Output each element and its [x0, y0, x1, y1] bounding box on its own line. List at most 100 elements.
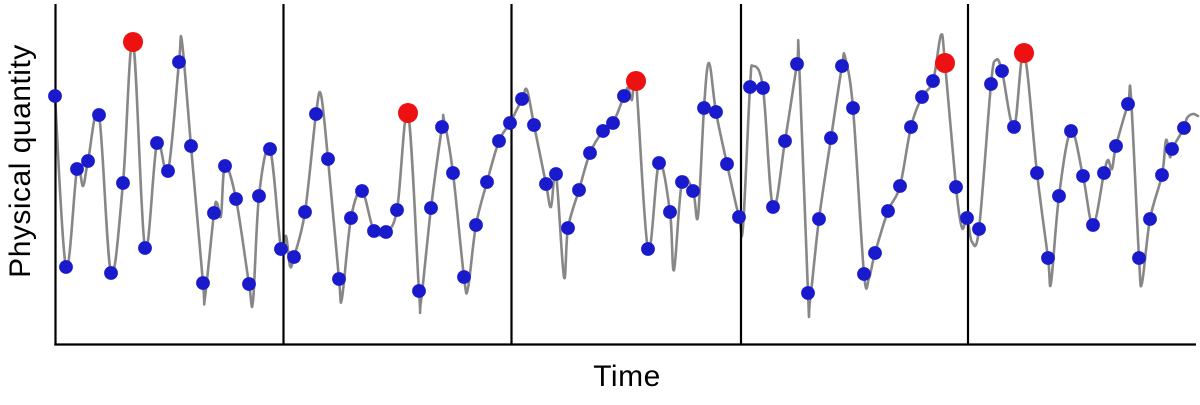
sample-dot: [641, 242, 655, 256]
sample-dot: [48, 89, 62, 103]
sample-dot: [355, 184, 369, 198]
sample-dot: [503, 116, 517, 130]
sample-dot: [1143, 212, 1157, 226]
sample-dot: [469, 218, 483, 232]
sample-dot: [756, 81, 770, 95]
sample-dot: [549, 167, 563, 181]
sample-dot: [1086, 218, 1100, 232]
block-max-dot: [935, 53, 955, 73]
sample-dot: [926, 74, 940, 88]
sample-dot: [790, 57, 804, 71]
sample-dot: [995, 64, 1009, 78]
sample-dot: [617, 89, 631, 103]
sample-dot: [321, 152, 335, 166]
sample-dot: [709, 105, 723, 119]
sample-dot: [515, 92, 529, 106]
sample-dot: [344, 211, 358, 225]
sample-dot: [274, 242, 288, 256]
sample-dot: [218, 159, 232, 173]
sample-dot: [116, 176, 130, 190]
sample-dot: [766, 200, 780, 214]
sample-dot: [81, 154, 95, 168]
sample-dot: [184, 139, 198, 153]
sample-dot: [881, 204, 895, 218]
sample-dot: [949, 180, 963, 194]
sample-dot: [561, 221, 575, 235]
sample-dot: [720, 157, 734, 171]
block-max-dot: [626, 71, 646, 91]
sample-dot: [480, 175, 494, 189]
sample-dot: [846, 101, 860, 115]
block-max-dot: [1014, 43, 1034, 63]
sample-dot: [915, 90, 929, 104]
sample-dot: [1097, 166, 1111, 180]
sample-dot: [59, 260, 73, 274]
sample-dot: [379, 225, 393, 239]
sample-dot: [242, 277, 256, 291]
sample-dot: [801, 286, 815, 300]
sample-dot: [492, 134, 506, 148]
sample-dot: [596, 124, 610, 138]
sample-dot: [1030, 166, 1044, 180]
sample-dot: [1155, 168, 1169, 182]
sample-dot: [652, 156, 666, 170]
sample-dot: [743, 80, 757, 94]
sample-dot: [527, 118, 541, 132]
sample-dot: [298, 205, 312, 219]
sample-dot: [457, 270, 471, 284]
sample-dot: [960, 211, 974, 225]
sample-dot: [686, 184, 700, 198]
sample-dot: [1076, 169, 1090, 183]
sample-dot: [984, 77, 998, 91]
block-max-dot: [398, 103, 418, 123]
sample-dot: [857, 267, 871, 281]
sample-dot: [150, 136, 164, 150]
sample-dot: [138, 241, 152, 255]
sample-dot: [663, 205, 677, 219]
sample-dot: [367, 224, 381, 238]
sample-dot: [390, 203, 404, 217]
sample-dot: [572, 183, 586, 197]
sample-dot: [446, 166, 460, 180]
sample-dot: [1052, 189, 1066, 203]
sample-dot: [229, 192, 243, 206]
sample-dot: [161, 164, 175, 178]
signal-curve: [53, 33, 1200, 319]
x-axis-label: Time: [593, 360, 661, 393]
sample-dot: [104, 266, 118, 280]
sample-dot: [1064, 124, 1078, 138]
sample-dot: [435, 120, 449, 134]
sample-dot: [778, 134, 792, 148]
sample-dot: [1041, 251, 1055, 265]
y-axis-label: Physical quantity: [4, 44, 37, 278]
sample-dot: [972, 222, 986, 236]
sample-dot: [868, 246, 882, 260]
sample-dot: [606, 116, 620, 130]
sample-dot: [1177, 121, 1191, 135]
block-max-dot: [123, 32, 143, 52]
sample-dot: [1109, 139, 1123, 153]
sample-dot: [904, 120, 918, 134]
sample-dot: [583, 146, 597, 160]
sample-dot: [835, 59, 849, 73]
sample-dot: [1121, 97, 1135, 111]
sample-dot: [824, 131, 838, 145]
sample-dot: [287, 250, 301, 264]
sample-dot: [332, 272, 346, 286]
sample-dot: [675, 175, 689, 189]
sample-dot: [263, 142, 277, 156]
sample-dot: [412, 284, 426, 298]
sample-dot: [697, 101, 711, 115]
sample-dot: [92, 108, 106, 122]
sample-dot: [1165, 142, 1179, 156]
sample-dot: [207, 206, 221, 220]
sample-dot: [172, 55, 186, 69]
sample-dot: [70, 162, 84, 176]
sample-dot: [309, 107, 323, 121]
sample-dot: [424, 201, 438, 215]
sample-dot: [893, 179, 907, 193]
sample-dot: [252, 189, 266, 203]
sample-dot: [539, 177, 553, 191]
